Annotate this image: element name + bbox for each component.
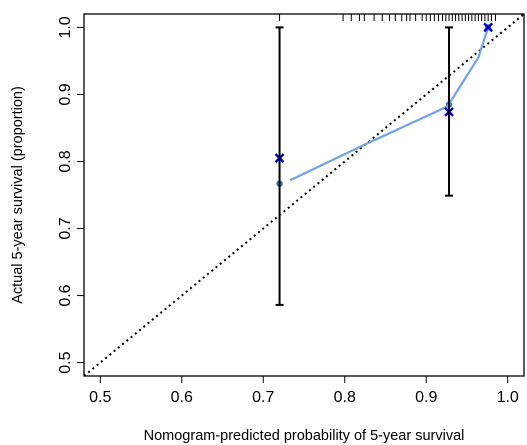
x-tick-label: 0.6 [171, 389, 193, 406]
y-tick-label: 1.0 [57, 16, 74, 38]
x-tick-label: 0.7 [252, 389, 274, 406]
reference-line [84, 14, 524, 376]
rug-ticks [279, 14, 496, 21]
y-axis-title: Actual 5-year survival (proportion) [10, 86, 26, 304]
x-tick-label: 0.9 [415, 389, 437, 406]
calibration-line [289, 27, 490, 182]
y-axis: 0.5 0.6 0.7 0.8 0.9 1.0 [57, 16, 84, 374]
plot-marks [84, 14, 524, 376]
x-axis-title: Nomogram-predicted probability of 5-year… [144, 428, 465, 444]
y-tick-label: 0.8 [57, 150, 74, 172]
plot-frame [83, 13, 525, 377]
bias-corrected-point [483, 22, 493, 33]
y-tick-label: 0.6 [57, 284, 74, 306]
x-tick-label: 1.0 [497, 389, 519, 406]
y-tick-label: 0.9 [57, 83, 74, 105]
x-tick-label: 0.5 [89, 389, 111, 406]
y-tick-label: 0.7 [57, 217, 74, 239]
x-axis: 0.5 0.6 0.7 0.8 0.9 1.0 [89, 376, 519, 406]
x-tick-label: 0.8 [334, 389, 356, 406]
y-tick-label: 0.5 [57, 351, 74, 373]
x-marker-stroke [483, 22, 493, 33]
